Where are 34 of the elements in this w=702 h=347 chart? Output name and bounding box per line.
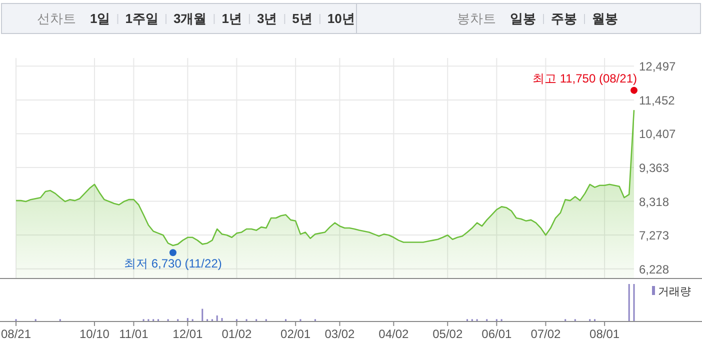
annotation: 최고 11,750 (08/21) [532,71,637,86]
category-label: 1일 [90,11,110,26]
y-tick-label: 11,452 [639,93,676,108]
y-tick-label: 12,497 [639,60,676,74]
category-label: 1년 [222,11,242,26]
y-tick-label: 10,407 [639,127,676,142]
category-label: 5년 [292,11,312,26]
y-tick-label: 6,228 [639,262,670,276]
y-tick-label: 8,318 [639,194,670,209]
x-tick-label: 06/01 [482,327,512,341]
x-tick-label: 03/02 [324,327,356,341]
category-label: 10년 [327,11,355,26]
x-tick-label: 04/02 [378,327,410,341]
y-tick-label: 9,363 [639,160,670,175]
category-label: 봉차트 [457,11,496,26]
x-tick-label: 08/01 [590,327,620,341]
x-tick-label: 01/02 [222,327,252,341]
category-label: 주봉 [551,11,577,26]
category-label: 선차트 [37,11,76,26]
x-tick-label: 08/21 [0,327,32,341]
x-tick-label: 05/02 [432,327,463,341]
x-tick-label: 02/01 [280,327,311,341]
x-tick-label: 11/01 [119,327,149,341]
annotation: 최저 6,730 (11/22) [124,256,222,271]
category-label: 3년 [256,11,278,26]
category-label: 1주일 [125,11,158,26]
x-tick-label: 10/10 [79,327,110,341]
y-tick-label: 7,273 [639,228,670,243]
category-label: 월봉 [592,11,618,26]
category-label: 일봉 [510,11,536,26]
x-tick-label: 12/01 [172,327,204,341]
x-tick-label: 07/02 [530,327,562,341]
legend-label: 거래량 [658,286,691,298]
category-label: 3개월 [173,11,207,26]
